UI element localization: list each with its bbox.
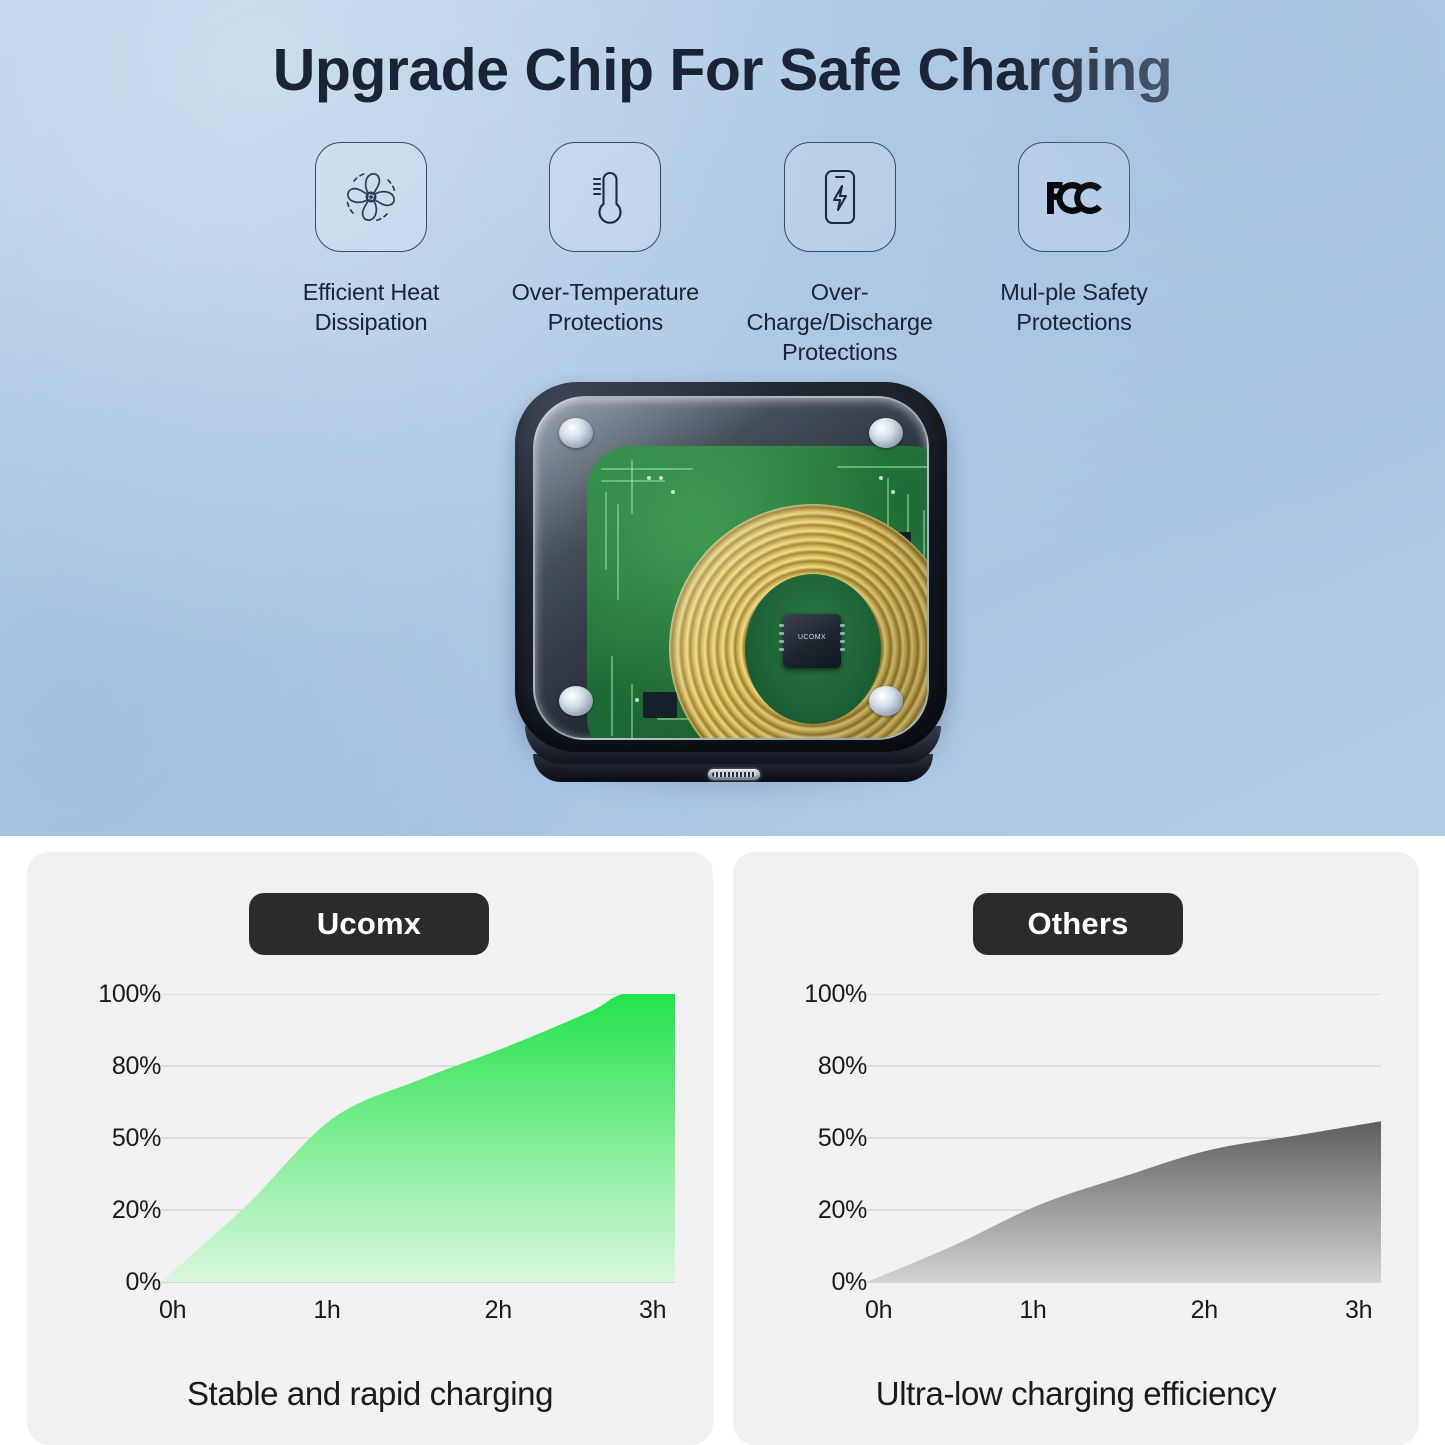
fcc-logo-icon (1017, 142, 1130, 252)
caption-ucomx: Stable and rapid charging (186, 1375, 554, 1412)
y-tick-label: 50% (817, 1124, 867, 1152)
thermometer-icon (549, 142, 662, 252)
page-title: Upgrade Chip For Safe Charging (272, 37, 1173, 103)
area-series (867, 1121, 1381, 1282)
transparent-lid: UCOMX (533, 396, 929, 740)
badge-ucomx: Ucomx (249, 893, 489, 955)
fan-icon (315, 142, 427, 252)
chart-ucomx: 0% 20% 50% 80% 100% 0h 1h 2h 3h (75, 980, 675, 1324)
x-tick-label: 1h (313, 1296, 341, 1324)
wireless-charger-internals: UCOMX (495, 362, 965, 812)
phone-bolt-icon (783, 142, 896, 252)
y-tick-label: 80% (817, 1052, 867, 1080)
x-tick-label: 0h (159, 1296, 187, 1324)
y-axis-labels: 0% 20% 50% 80% 100% (781, 980, 867, 1296)
y-tick-label: 0% (831, 1268, 867, 1296)
y-tick-label: 100% (98, 980, 161, 1008)
y-tick-label: 20% (817, 1196, 867, 1224)
screw-bottom-right (869, 686, 903, 716)
feature-over-temperature-protections: Over-Temperature Protections (489, 142, 721, 337)
feature-label: Over-Temperature Protections (511, 279, 700, 335)
screw-top-left (559, 418, 593, 448)
x-tick-label: 3h (1345, 1296, 1373, 1324)
y-tick-label: 50% (111, 1124, 161, 1152)
screw-top-right (869, 418, 903, 448)
feature-over-charge-discharge-protections: Over-Charge/Discharge Protections (724, 142, 956, 367)
feature-label: Efficient Heat Dissipation (302, 279, 440, 335)
usb-c-port (708, 769, 760, 780)
comparison-card-ucomx: Ucomx 0% 20% 50% 80% 100% 0h 1h 2h 3h Stable an… (27, 852, 713, 1445)
comparison-card-others: Others 0% 20% 50% 80% 100% 0h 1h 2h 3h Ultra-lo… (733, 852, 1419, 1445)
pcb-board: UCOMX (587, 446, 927, 738)
x-tick-label: 1h (1019, 1296, 1047, 1324)
badge-others: Others (973, 893, 1183, 955)
x-tick-label: 2h (1190, 1296, 1219, 1324)
comparison-section: Ucomx 0% 20% 50% 80% 100% 0h 1h 2h 3h Stable an… (0, 836, 1445, 1445)
y-tick-label: 80% (111, 1052, 161, 1080)
caption-others: Ultra-low charging efficiency (875, 1375, 1277, 1412)
chart-others: 0% 20% 50% 80% 100% 0h 1h 2h 3h (781, 980, 1381, 1324)
y-tick-label: 0% (125, 1268, 161, 1296)
feature-multiple-safety-protections: Mul-ple Safety Protections (958, 142, 1190, 337)
screw-bottom-left (559, 686, 593, 716)
chart-canvas (867, 994, 1381, 1283)
feature-label: Mul-ple Safety Protections (1000, 279, 1148, 335)
y-axis-labels: 0% 20% 50% 80% 100% (75, 980, 161, 1296)
y-tick-label: 20% (111, 1196, 161, 1224)
chart-canvas (161, 994, 675, 1283)
area-series (161, 994, 675, 1282)
feature-efficient-heat-dissipation: Efficient Heat Dissipation (255, 142, 487, 337)
y-tick-label: 100% (804, 980, 867, 1008)
x-tick-label: 3h (639, 1296, 667, 1324)
feature-row: Efficient Heat Dissipation Over-Temperat… (255, 142, 1190, 365)
x-tick-label: 2h (484, 1296, 513, 1324)
ucomx-chip: UCOMX (779, 614, 845, 668)
feature-label: Over-Charge/Discharge Protections (746, 279, 933, 365)
hero-section: Upgrade Chip For Safe Charging (0, 0, 1445, 836)
x-tick-label: 0h (865, 1296, 893, 1324)
chip-label: UCOMX (797, 634, 827, 641)
